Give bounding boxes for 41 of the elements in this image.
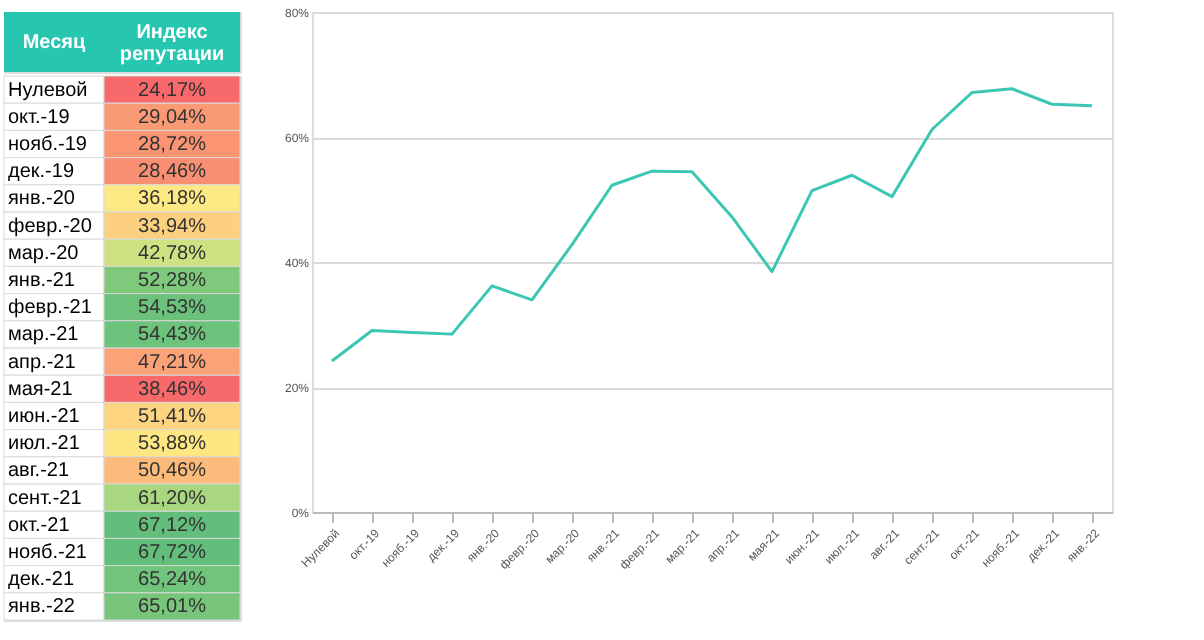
data-label: 54,53% xyxy=(138,297,207,320)
y-axis-title: Месяц xyxy=(22,32,87,54)
y-tick-label: июн.-21 xyxy=(8,406,81,428)
data-label: 54,43% xyxy=(138,324,207,347)
data-label: 28,72% xyxy=(138,134,207,156)
data-label: 53,88% xyxy=(138,433,207,456)
y-tick-label: апр.-21 xyxy=(8,351,77,374)
data-label: 42,78% xyxy=(138,242,207,265)
y-tick-label: февр.-21 xyxy=(8,297,93,320)
y-tick-label: мая-21 xyxy=(8,378,74,401)
y-tick-label: нояб.-19 xyxy=(8,134,88,156)
data-label: 52,28% xyxy=(138,270,207,292)
y-tick-label: Нулевой xyxy=(8,79,88,102)
y-tick-label: февр.-20 xyxy=(8,215,93,238)
data-label: 61,20% xyxy=(138,487,207,510)
data-label: 28,46% xyxy=(138,161,207,184)
y-tick-label: сент.-21 xyxy=(8,487,83,510)
data-label: 65,24% xyxy=(138,569,207,592)
y-tick-label: мар.-21 xyxy=(8,324,80,347)
y-tick-label: мар.-20 xyxy=(8,242,80,265)
y-tick-label: дек.-19 xyxy=(8,161,75,184)
y-tick-label: дек.-21 xyxy=(8,569,75,592)
y-tick-label: окт.-19 xyxy=(8,106,71,129)
data-label: 51,41% xyxy=(138,406,207,428)
data-label: 50,46% xyxy=(138,460,207,483)
data-label: 36,18% xyxy=(138,188,207,211)
y-tick-label: июл.-21 xyxy=(8,433,81,456)
data-label: 29,04% xyxy=(138,106,207,129)
data-label: 65,01% xyxy=(138,596,207,619)
data-label: 67,12% xyxy=(138,514,207,537)
data-label: 47,21% xyxy=(138,351,207,374)
data-label: 24,17% xyxy=(138,79,207,102)
data-label: 67,72% xyxy=(138,542,207,564)
data-label: 33,94% xyxy=(138,215,207,238)
y-tick-label: янв.-22 xyxy=(8,596,76,619)
y-tick-label: янв.-20 xyxy=(8,188,76,211)
x-tick-label: Индекс репутации xyxy=(119,22,225,66)
line-series xyxy=(330,87,1094,363)
y-tick-label: авг.-21 xyxy=(8,460,70,483)
data-label: 38,46% xyxy=(138,378,207,401)
y-tick-label: янв.-21 xyxy=(8,270,76,292)
